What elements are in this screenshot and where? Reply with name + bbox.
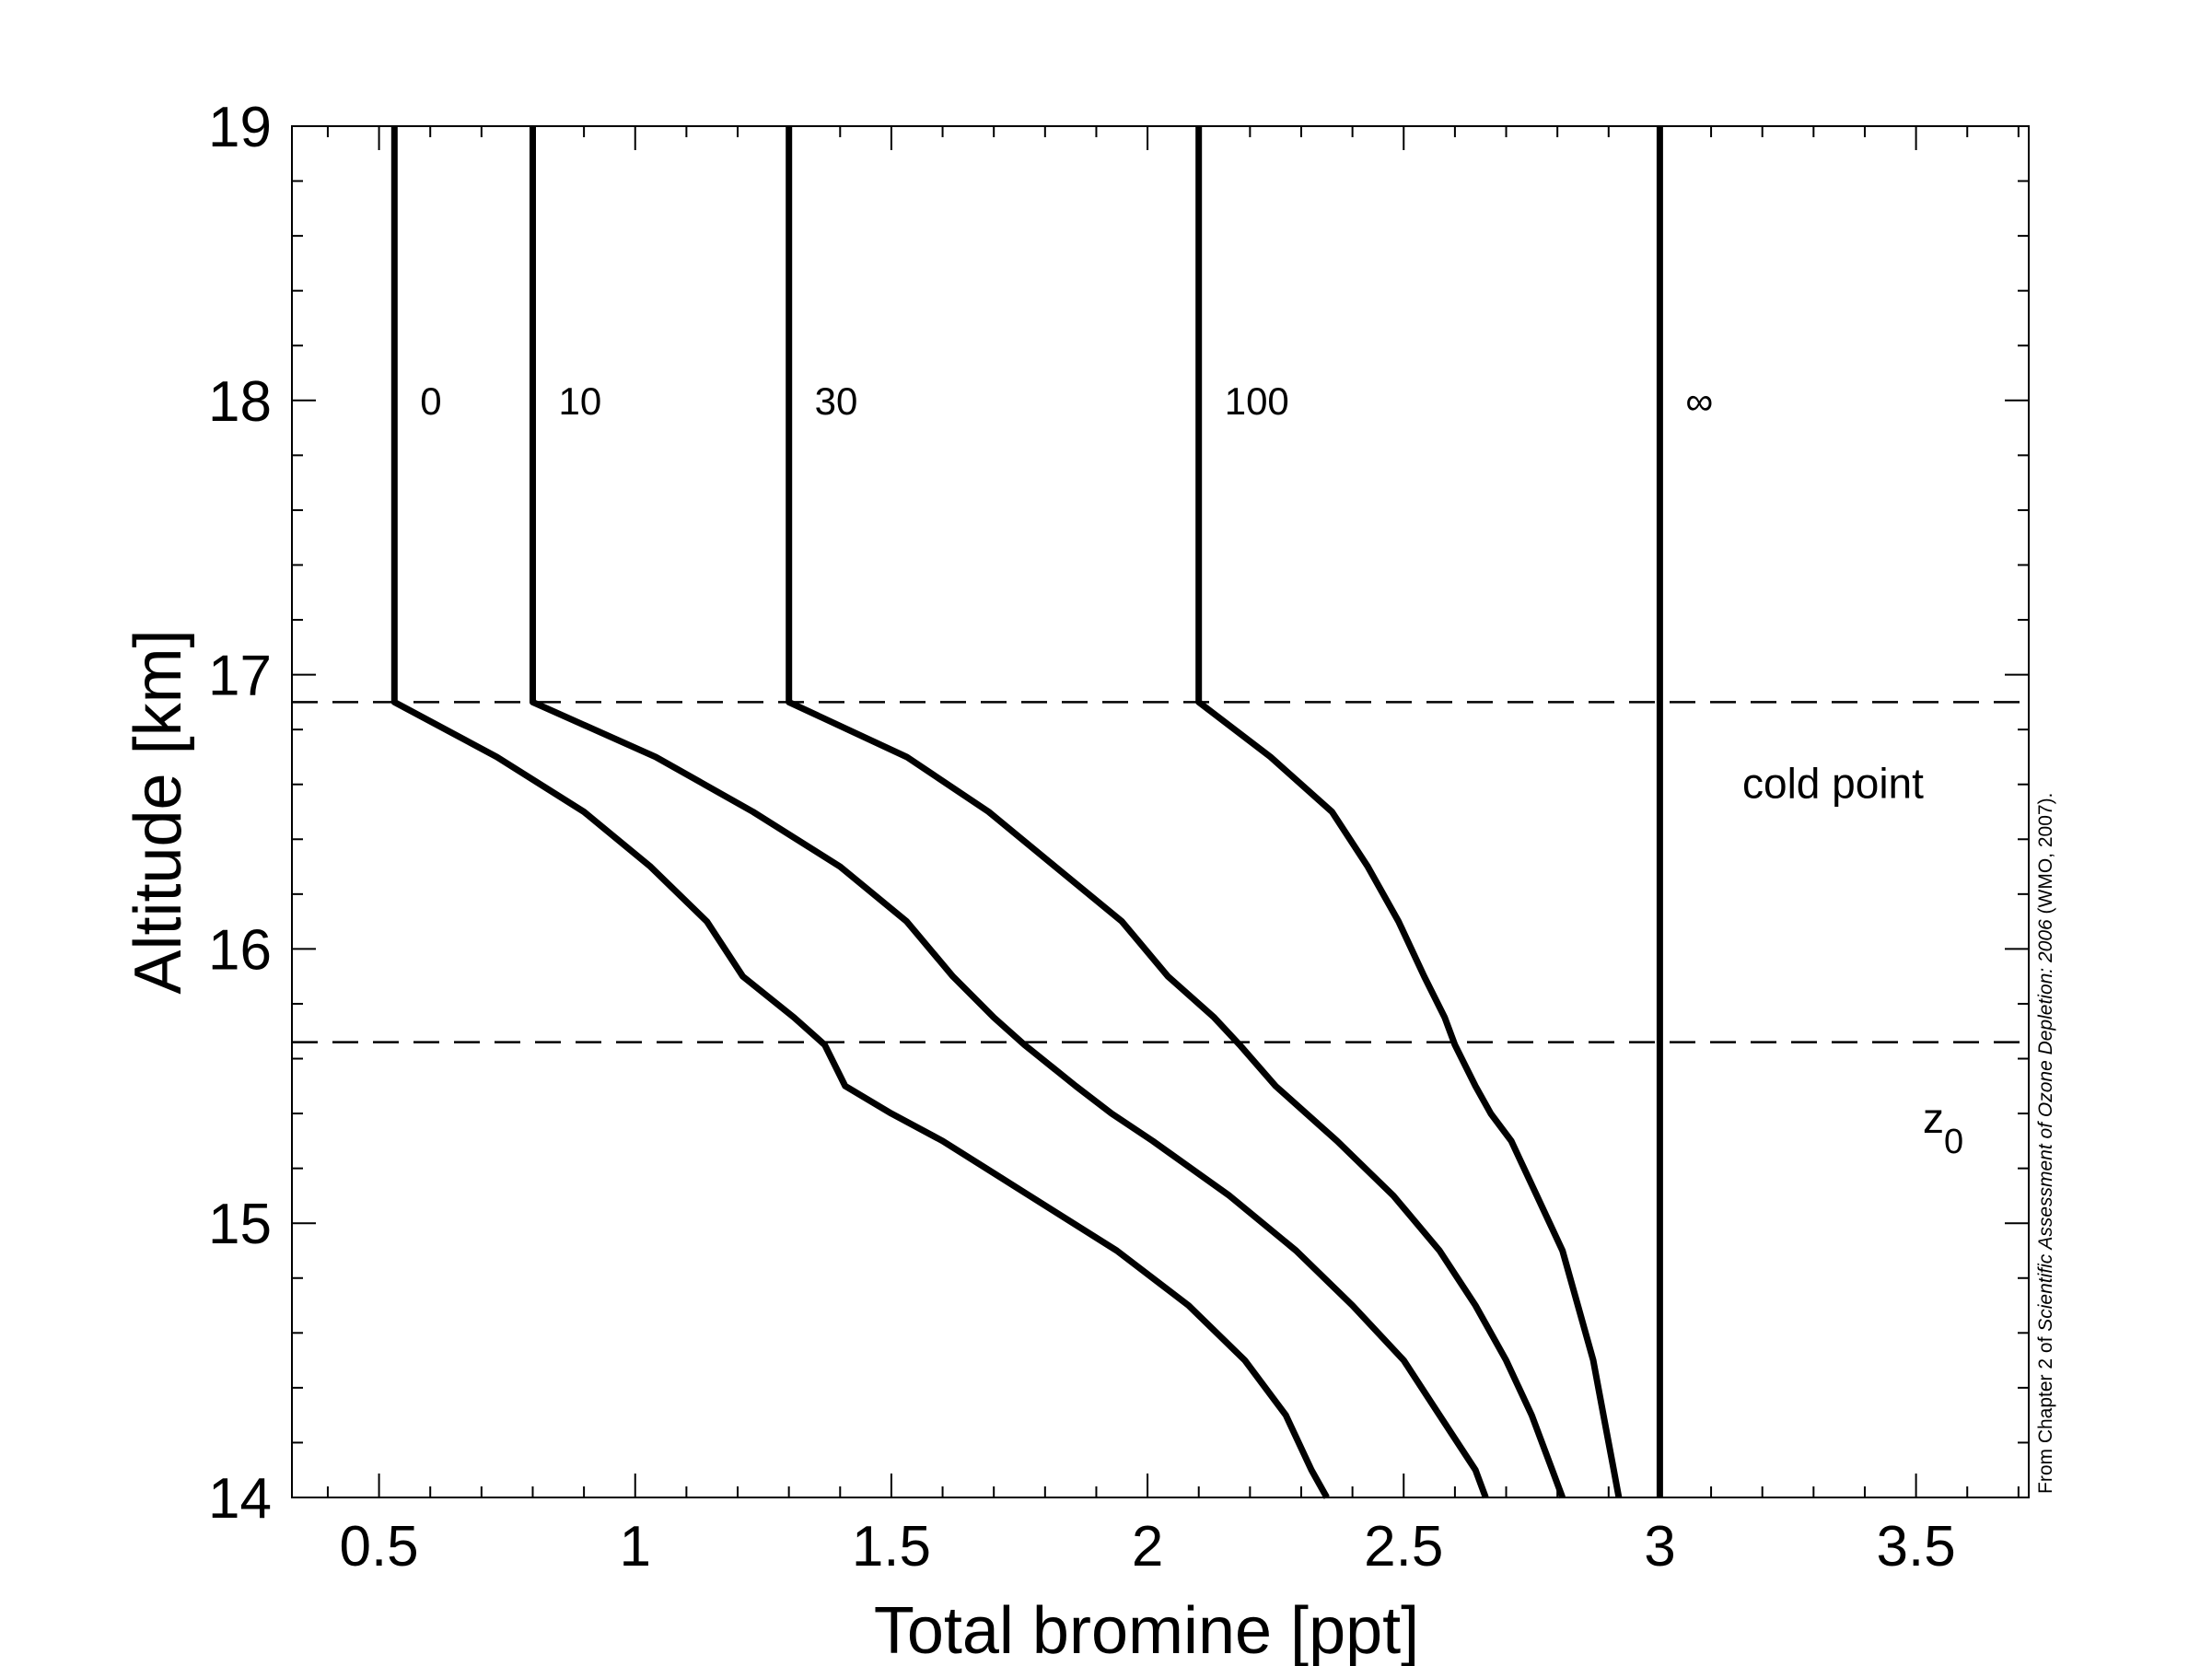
curve-label-2: 10 <box>558 379 601 423</box>
y-tick-label: 18 <box>208 370 272 434</box>
series-line-3 <box>786 126 1566 1499</box>
curve-labels-layer: 0 10 30 100 ∞ <box>420 379 1713 423</box>
y-tick-label: 19 <box>208 96 272 159</box>
credit-suffix: (WMO, 2007). <box>2035 793 2056 920</box>
cold-point-annotation: cold point <box>1742 760 1924 808</box>
tick-labels-layer: 0.5 1 1.5 2 2.5 3 3.5 14 15 16 17 18 19 <box>208 96 1956 1579</box>
z0-annotation: z0 <box>1923 1094 1963 1161</box>
y-axis-title: Altitude [km] <box>122 629 195 994</box>
series-line-4 <box>1195 126 1623 1498</box>
x-tick-label: 3 <box>1644 1515 1675 1579</box>
y-tick-label: 15 <box>208 1193 272 1256</box>
plot-frame <box>291 125 2030 1498</box>
credit-title: Scientific Assessment of Ozone Depletion… <box>2035 919 2056 1332</box>
y-tick-label: 17 <box>208 645 272 708</box>
curve-label-4: 100 <box>1225 379 1289 423</box>
reference-lines-layer <box>292 701 2029 1043</box>
source-credit: From Chapter 2 of Scientific Assessment … <box>2035 793 2056 1494</box>
curve-label-3: 30 <box>815 379 858 423</box>
x-tick-label: 0.5 <box>339 1515 418 1579</box>
x-tick-label: 2.5 <box>1364 1515 1443 1579</box>
x-tick-label: 3.5 <box>1877 1515 1956 1579</box>
curves-layer <box>390 126 1663 1499</box>
x-tick-label: 2 <box>1132 1515 1163 1579</box>
curve-label-1: 0 <box>420 379 441 423</box>
credit-prefix: From Chapter 2 of <box>2035 1332 2056 1494</box>
z0-subscript: 0 <box>1944 1123 1963 1161</box>
x-tick-label: 1.5 <box>852 1515 931 1579</box>
series-line-2 <box>530 126 1489 1499</box>
z0-symbol: z <box>1923 1094 1944 1142</box>
series-line-1 <box>390 126 1330 1499</box>
y-tick-label: 14 <box>208 1467 272 1531</box>
x-tick-label: 1 <box>620 1515 651 1579</box>
ticks-layer <box>292 125 2029 1498</box>
curve-label-5: ∞ <box>1685 379 1713 423</box>
y-tick-label: 16 <box>208 918 272 982</box>
x-axis-title: Total bromine [ppt] <box>874 1594 1419 1666</box>
